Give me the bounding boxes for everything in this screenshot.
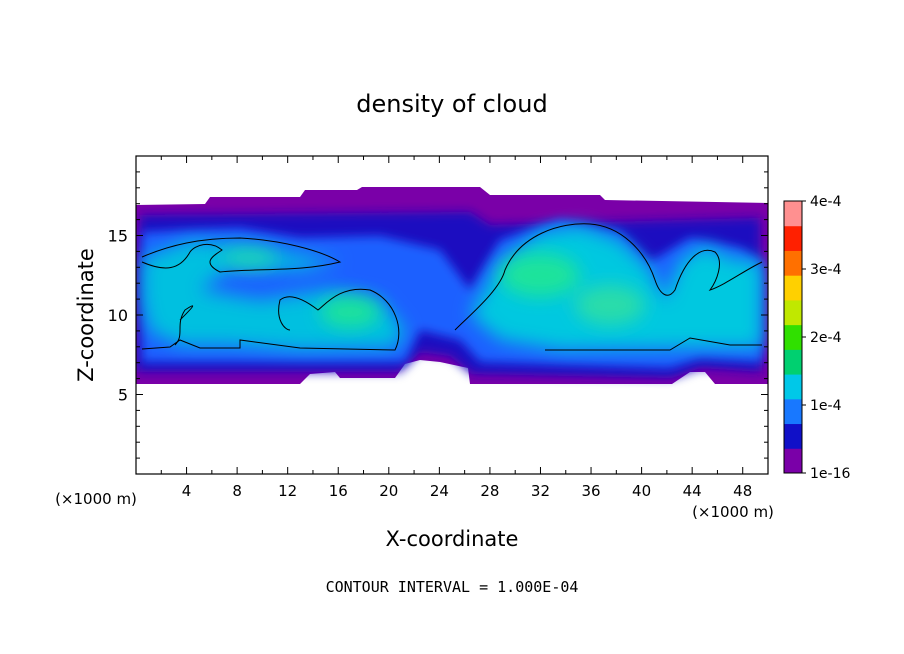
colorbar-ticks: 1e-16 1e-4 2e-4 3e-4 4e-4: [802, 194, 850, 482]
cloud-field: [136, 187, 768, 384]
x-tick-label: 44: [683, 482, 702, 500]
colorbar-cell: [784, 374, 802, 400]
x-tick-label: 28: [480, 482, 499, 500]
colorbar-cell: [784, 201, 802, 227]
contour-interval-note: CONTOUR INTERVAL = 1.000E-04: [326, 578, 579, 596]
x-axis-label: X-coordinate: [386, 527, 519, 551]
x-ticks: 4 8 12 16 20 24 28 32 36 40 44 48: [160, 156, 752, 500]
contour-line-right: [454, 223, 763, 351]
x-tick-label: 20: [379, 482, 398, 500]
colorbar-tick-label: 3e-4: [810, 262, 842, 278]
x-tick-label: 16: [329, 482, 348, 500]
x-unit-left: (×1000 m): [55, 490, 137, 508]
colorbar-cell: [784, 324, 802, 350]
x-tick-label: 24: [430, 482, 449, 500]
x-tick-label: 8: [232, 482, 242, 500]
x-tick-label: 48: [733, 482, 752, 500]
colorbar-cell: [784, 250, 802, 276]
cloud-max-4: [222, 248, 278, 268]
colorbar-cell: [784, 275, 802, 301]
x-tick-label: 12: [278, 482, 297, 500]
y-tick-label: 10: [108, 306, 128, 325]
colorbar-cell: [784, 349, 802, 375]
colorbar-cell: [784, 398, 802, 425]
y-ticks: 5 10 15: [108, 171, 768, 459]
y-axis-label: Z-coordinate: [74, 248, 98, 382]
colorbar-cell: [784, 423, 802, 449]
colorbar-cells: [784, 201, 802, 474]
colorbar-cell: [784, 225, 802, 251]
colorbar-cell: [784, 448, 802, 474]
x-tick-label: 32: [531, 482, 550, 500]
x-tick-label: 4: [182, 482, 192, 500]
colorbar-tick-label: 1e-4: [810, 398, 842, 414]
colorbar-tick-label: 1e-16: [810, 466, 850, 482]
x-unit-right: (×1000 m): [692, 503, 774, 521]
chart-title: density of cloud: [356, 90, 547, 118]
cloud-max-2: [575, 285, 645, 325]
x-tick-label: 36: [581, 482, 600, 500]
x-tick-label: 40: [632, 482, 651, 500]
colorbar: 1e-16 1e-4 2e-4 3e-4 4e-4: [783, 194, 850, 482]
colorbar-cell: [784, 299, 802, 326]
cloud-max-1: [500, 253, 580, 297]
contour-line-left: [141, 237, 400, 351]
colorbar-tick-label: 4e-4: [810, 194, 842, 210]
y-tick-label: 5: [118, 386, 128, 405]
colorbar-tick-label: 2e-4: [810, 330, 842, 346]
cloud-max-3: [320, 296, 380, 328]
y-tick-label: 15: [108, 227, 128, 246]
contour-line-small: [174, 305, 194, 346]
